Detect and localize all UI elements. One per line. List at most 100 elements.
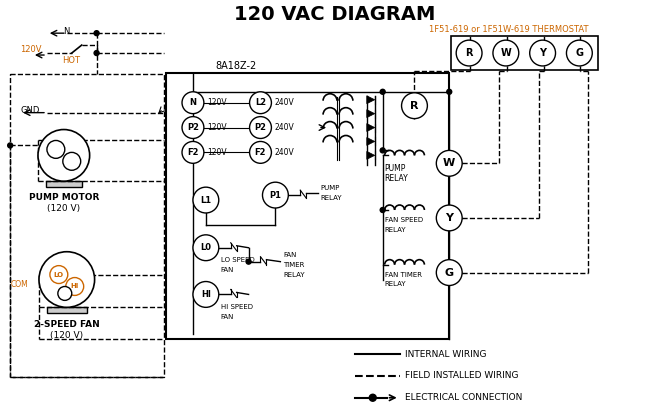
- Text: PUMP: PUMP: [320, 185, 340, 191]
- Circle shape: [369, 394, 377, 401]
- Circle shape: [436, 260, 462, 285]
- Text: N: N: [190, 98, 196, 107]
- Text: RELAY: RELAY: [283, 272, 305, 277]
- Text: 2-SPEED FAN: 2-SPEED FAN: [34, 320, 100, 329]
- Text: FAN: FAN: [220, 314, 234, 320]
- Text: 120 VAC DIAGRAM: 120 VAC DIAGRAM: [234, 5, 436, 24]
- Circle shape: [493, 40, 519, 66]
- Text: RELAY: RELAY: [385, 174, 409, 183]
- Text: L1: L1: [200, 196, 212, 204]
- Text: ELECTRICAL CONNECTION: ELECTRICAL CONNECTION: [405, 393, 522, 402]
- Circle shape: [193, 235, 219, 261]
- Circle shape: [380, 89, 385, 94]
- Text: LO SPEED: LO SPEED: [220, 257, 255, 263]
- Circle shape: [182, 142, 204, 163]
- Text: G: G: [576, 48, 584, 58]
- Text: FAN SPEED: FAN SPEED: [385, 217, 423, 223]
- Text: HI SPEED: HI SPEED: [220, 304, 253, 310]
- Text: PUMP MOTOR: PUMP MOTOR: [29, 193, 99, 202]
- Polygon shape: [366, 137, 375, 145]
- Text: LO: LO: [54, 272, 64, 277]
- Text: 240V: 240V: [275, 98, 294, 107]
- Text: Y: Y: [446, 213, 453, 223]
- Circle shape: [436, 205, 462, 231]
- Circle shape: [47, 140, 65, 158]
- Circle shape: [39, 252, 94, 308]
- Circle shape: [447, 89, 452, 94]
- Text: R: R: [410, 101, 419, 111]
- Text: RELAY: RELAY: [385, 282, 406, 287]
- Text: RELAY: RELAY: [385, 227, 406, 233]
- Circle shape: [94, 51, 99, 56]
- Text: W: W: [500, 48, 511, 58]
- Text: GND: GND: [20, 106, 40, 115]
- Text: INTERNAL WIRING: INTERNAL WIRING: [405, 349, 486, 359]
- Circle shape: [38, 129, 90, 181]
- Text: PUMP: PUMP: [385, 164, 406, 173]
- Bar: [166, 73, 450, 339]
- Text: FAN: FAN: [283, 252, 297, 258]
- Text: COM: COM: [10, 280, 28, 289]
- Text: (120 V): (120 V): [48, 204, 80, 212]
- Text: 120V: 120V: [207, 123, 226, 132]
- Circle shape: [94, 31, 99, 36]
- Text: F2: F2: [187, 148, 199, 157]
- Polygon shape: [366, 124, 375, 132]
- Text: G: G: [445, 268, 454, 277]
- Text: 240V: 240V: [275, 123, 294, 132]
- Text: N: N: [64, 27, 70, 36]
- Text: (120 V): (120 V): [50, 331, 83, 340]
- Text: P2: P2: [187, 123, 199, 132]
- Text: W: W: [443, 158, 456, 168]
- Text: L2: L2: [255, 98, 266, 107]
- Circle shape: [566, 40, 592, 66]
- Circle shape: [249, 92, 271, 114]
- Text: HI: HI: [70, 284, 79, 290]
- Text: FAN: FAN: [220, 266, 234, 273]
- Polygon shape: [366, 110, 375, 118]
- Bar: [47, 308, 86, 313]
- Circle shape: [193, 282, 219, 308]
- Text: HOT: HOT: [62, 57, 80, 65]
- Circle shape: [182, 92, 204, 114]
- Circle shape: [263, 182, 288, 208]
- Circle shape: [530, 40, 555, 66]
- Text: 120V: 120V: [207, 98, 226, 107]
- Circle shape: [249, 142, 271, 163]
- Text: P1: P1: [269, 191, 281, 199]
- Text: L0: L0: [200, 243, 211, 252]
- Text: RELAY: RELAY: [320, 195, 342, 201]
- Circle shape: [249, 116, 271, 138]
- Text: 8A18Z-2: 8A18Z-2: [216, 61, 257, 71]
- Circle shape: [246, 259, 251, 264]
- Bar: [451, 36, 598, 70]
- Text: R: R: [466, 48, 473, 58]
- Circle shape: [58, 287, 72, 300]
- Circle shape: [456, 40, 482, 66]
- Circle shape: [193, 187, 219, 213]
- Circle shape: [380, 207, 385, 212]
- Circle shape: [401, 93, 427, 119]
- Text: FAN TIMER: FAN TIMER: [385, 272, 421, 277]
- Bar: [10, 74, 164, 377]
- Text: P2: P2: [255, 123, 267, 132]
- Text: HI: HI: [201, 290, 211, 299]
- Circle shape: [436, 150, 462, 176]
- Text: 240V: 240V: [275, 148, 294, 157]
- Text: 1F51-619 or 1F51W-619 THERMOSTAT: 1F51-619 or 1F51W-619 THERMOSTAT: [429, 25, 588, 34]
- Circle shape: [50, 266, 68, 284]
- Polygon shape: [366, 151, 375, 159]
- Bar: [46, 181, 82, 187]
- Text: Y: Y: [539, 48, 546, 58]
- Circle shape: [63, 153, 80, 170]
- Text: F2: F2: [255, 148, 266, 157]
- Text: 120V: 120V: [20, 44, 42, 54]
- Polygon shape: [366, 96, 375, 104]
- Text: FIELD INSTALLED WIRING: FIELD INSTALLED WIRING: [405, 371, 518, 380]
- Circle shape: [182, 116, 204, 138]
- Circle shape: [7, 143, 13, 148]
- Text: TIMER: TIMER: [283, 261, 305, 268]
- Circle shape: [380, 148, 385, 153]
- Text: 120V: 120V: [207, 148, 226, 157]
- Circle shape: [66, 277, 84, 295]
